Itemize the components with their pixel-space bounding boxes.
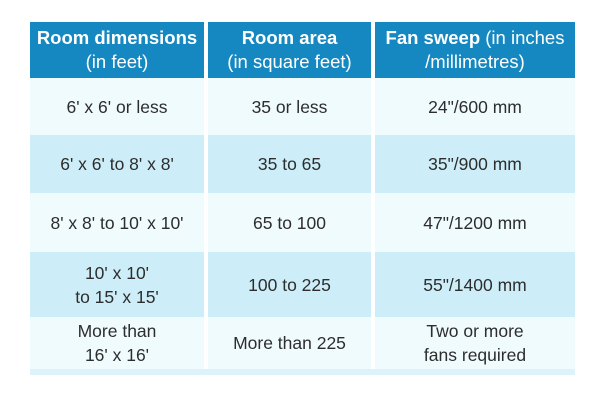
cell-fan-sweep: 47"/1200 mm	[375, 193, 575, 252]
cell-room-area: 65 to 100	[208, 193, 371, 252]
cell-room-dimensions: 6' x 6' to 8' x 8'	[30, 135, 204, 193]
header-cell-room-area: Room area (in square feet)	[208, 22, 371, 78]
table-bottom-edge	[30, 369, 575, 375]
cell-fan-sweep: Two or more fans required	[375, 317, 575, 369]
column-title: Room dimensions	[36, 27, 198, 48]
column-title: Room area	[241, 27, 338, 48]
fan-sizing-table: Room dimensions (in feet) Room area (in …	[30, 22, 575, 375]
header-text-fan-sweep: Fan sweep (in inches /millimetres)	[386, 26, 565, 74]
cell-room-dimensions: 10' x 10' to 15' x 15'	[30, 252, 204, 317]
table-grid: Room dimensions (in feet) Room area (in …	[30, 22, 575, 369]
column-title: Fan sweep	[385, 27, 481, 48]
cell-fan-sweep: 24"/600 mm	[375, 78, 575, 135]
header-cell-fan-sweep: Fan sweep (in inches /millimetres)	[375, 22, 575, 78]
cell-fan-sweep: 35"/900 mm	[375, 135, 575, 193]
cell-room-area: 35 or less	[208, 78, 371, 135]
header-text-room-dimensions: Room dimensions (in feet)	[37, 26, 197, 74]
cell-room-dimensions: More than 16' x 16'	[30, 317, 204, 369]
header-cell-room-dimensions: Room dimensions (in feet)	[30, 22, 204, 78]
cell-room-area: 100 to 225	[208, 252, 371, 317]
cell-fan-sweep: 55"/1400 mm	[375, 252, 575, 317]
cell-room-area: More than 225	[208, 317, 371, 369]
cell-room-dimensions: 8' x 8' to 10' x 10'	[30, 193, 204, 252]
column-subtitle: (in inches /millimetres)	[425, 27, 565, 72]
cell-room-area: 35 to 65	[208, 135, 371, 193]
cell-room-dimensions: 6' x 6' or less	[30, 78, 204, 135]
column-subtitle: (in feet)	[85, 51, 149, 72]
header-text-room-area: Room area (in square feet)	[227, 26, 351, 74]
column-subtitle: (in square feet)	[227, 51, 352, 72]
